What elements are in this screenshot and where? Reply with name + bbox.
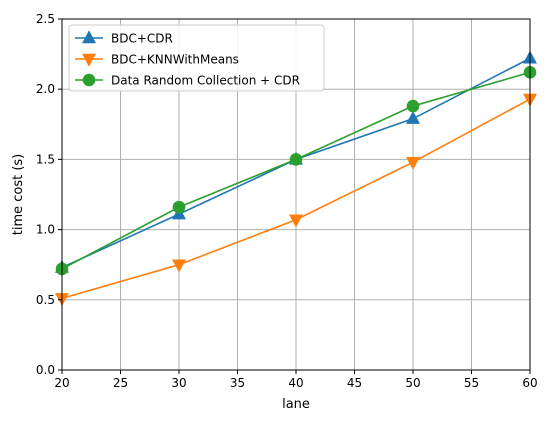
x-tick-label: 30 <box>171 376 186 390</box>
legend-marker <box>82 30 96 44</box>
series-layer <box>55 50 537 307</box>
y-tick-label: 0.0 <box>36 363 55 377</box>
data-point <box>289 214 303 228</box>
y-tick-label: 1.5 <box>36 152 55 166</box>
y-tick-label: 1.0 <box>36 223 55 237</box>
x-tick-label: 20 <box>54 376 69 390</box>
data-point <box>406 99 420 113</box>
data-point <box>406 110 420 124</box>
y-tick-label: 2.0 <box>36 82 55 96</box>
data-point <box>172 259 186 273</box>
y-tick-label: 0.5 <box>36 293 55 307</box>
x-tick-label: 35 <box>230 376 245 390</box>
series-data-random-collection-cdr <box>55 66 537 276</box>
x-axis: 20 25 30 35 40 45 50 55 60 <box>54 370 538 390</box>
x-tick-label: 50 <box>405 376 420 390</box>
legend-item: BDC+CDR <box>75 30 173 46</box>
data-point <box>172 200 186 214</box>
x-tick-label: 55 <box>464 376 479 390</box>
legend-item: Data Random Collection + CDR <box>75 74 300 88</box>
legend: BDC+CDR BDC+KNNWithMeans Data Random Colle… <box>68 24 325 92</box>
x-tick-label: 40 <box>288 376 303 390</box>
legend-label: Data Random Collection + CDR <box>111 74 300 88</box>
data-point <box>406 156 420 170</box>
legend-item: BDC+KNNWithMeans <box>75 53 239 67</box>
y-tick-label: 2.5 <box>36 12 55 26</box>
legend-label: BDC+CDR <box>111 32 173 46</box>
legend-marker <box>82 73 96 87</box>
data-point <box>289 153 303 166</box>
x-axis-label: lane <box>282 397 310 412</box>
legend-marker <box>82 53 96 67</box>
y-axis-label: time cost (s) <box>11 154 26 236</box>
x-tick-label: 60 <box>522 376 537 390</box>
x-tick-label: 45 <box>347 376 362 390</box>
x-tick-label: 25 <box>113 376 128 390</box>
legend-box <box>68 24 325 92</box>
legend-label: BDC+KNNWithMeans <box>111 53 239 67</box>
y-axis: 0.0 0.5 1.0 1.5 2.0 2.5 <box>36 12 62 377</box>
